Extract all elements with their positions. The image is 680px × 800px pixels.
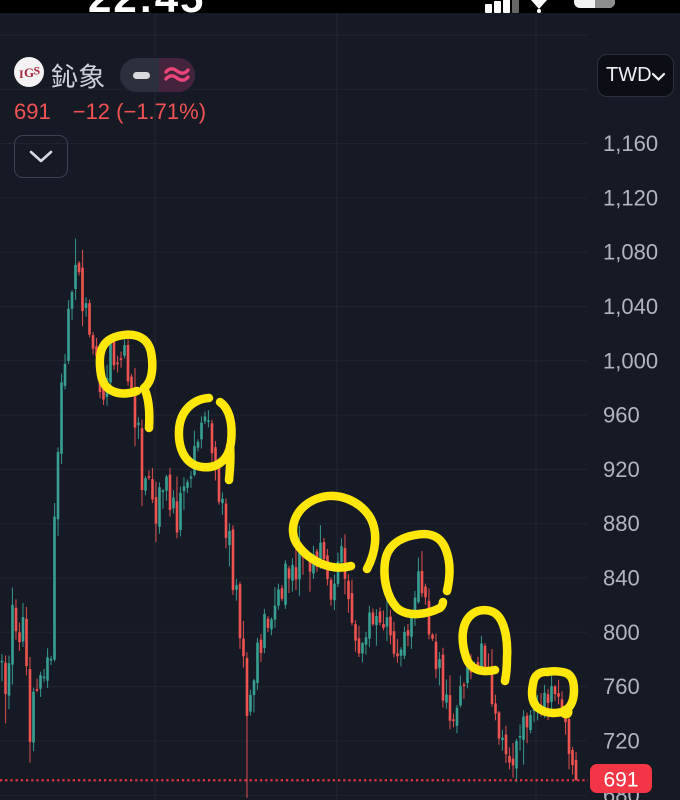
svg-text:1,080: 1,080	[603, 240, 658, 265]
svg-text:691: 691	[603, 769, 638, 792]
svg-text:S: S	[34, 64, 41, 78]
svg-text:920: 920	[603, 457, 640, 482]
svg-text:1,040: 1,040	[603, 294, 658, 319]
svg-text:800: 800	[603, 620, 640, 645]
svg-text:760: 760	[603, 674, 640, 699]
svg-text:G: G	[24, 65, 34, 80]
svg-text:960: 960	[603, 403, 640, 428]
svg-text:I: I	[19, 67, 24, 81]
svg-text:720: 720	[603, 728, 640, 753]
svg-text:1,120: 1,120	[603, 185, 658, 210]
svg-text:1,160: 1,160	[603, 131, 658, 156]
svg-text:840: 840	[603, 566, 640, 591]
svg-text:1,000: 1,000	[603, 348, 658, 373]
svg-text:880: 880	[603, 511, 640, 536]
